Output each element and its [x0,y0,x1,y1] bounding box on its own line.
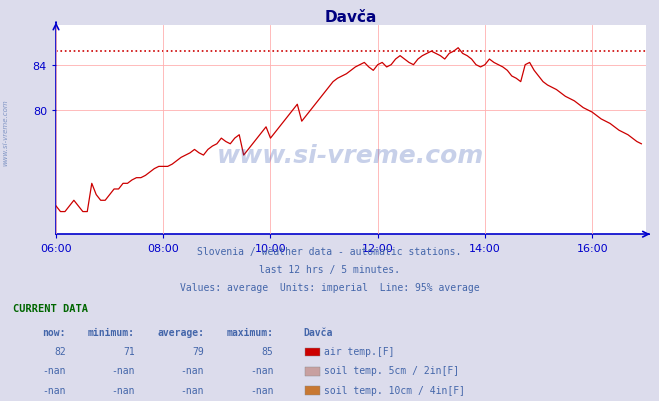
Text: -nan: -nan [250,385,273,395]
Text: maximum:: maximum: [227,327,273,337]
Text: -nan: -nan [111,385,135,395]
Text: air temp.[F]: air temp.[F] [324,346,394,356]
Text: -nan: -nan [42,385,66,395]
Text: -nan: -nan [111,365,135,375]
Text: minimum:: minimum: [88,327,135,337]
Text: 82: 82 [54,346,66,356]
Text: -nan: -nan [181,385,204,395]
Text: www.si-vreme.com: www.si-vreme.com [2,99,9,166]
Text: soil temp. 10cm / 4in[F]: soil temp. 10cm / 4in[F] [324,385,465,395]
Text: -nan: -nan [250,365,273,375]
Text: Values: average  Units: imperial  Line: 95% average: Values: average Units: imperial Line: 95… [180,283,479,293]
Text: CURRENT DATA: CURRENT DATA [13,303,88,313]
Text: average:: average: [158,327,204,337]
Text: -nan: -nan [42,365,66,375]
Text: 79: 79 [192,346,204,356]
Title: Davča: Davča [325,10,377,25]
Text: last 12 hrs / 5 minutes.: last 12 hrs / 5 minutes. [259,265,400,275]
Text: www.si-vreme.com: www.si-vreme.com [217,144,484,167]
Text: Davča: Davča [303,327,333,337]
Text: -nan: -nan [181,365,204,375]
Text: soil temp. 5cm / 2in[F]: soil temp. 5cm / 2in[F] [324,365,459,375]
Text: 71: 71 [123,346,135,356]
Text: 85: 85 [262,346,273,356]
Text: now:: now: [42,327,66,337]
Text: Slovenia / weather data - automatic stations.: Slovenia / weather data - automatic stat… [197,247,462,257]
